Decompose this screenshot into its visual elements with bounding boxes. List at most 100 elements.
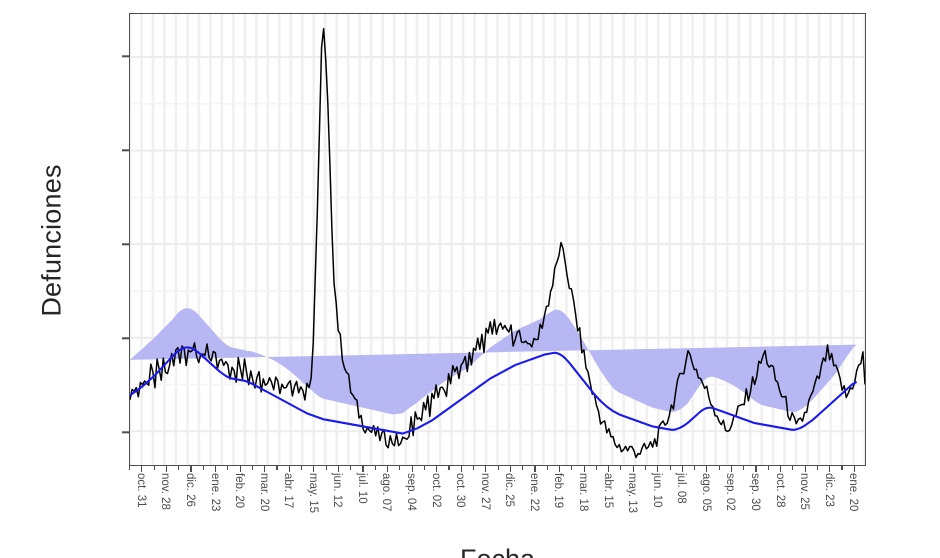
x-tick-mark xyxy=(534,466,536,472)
x-tick-mark-minor xyxy=(251,466,253,470)
x-tick-mark-minor xyxy=(129,466,131,470)
x-tick-label: abr. 15 xyxy=(601,473,614,509)
x-tick-label: may. 15 xyxy=(306,473,319,514)
x-tick-mark-minor xyxy=(350,466,352,470)
x-tick-mark xyxy=(288,466,290,472)
x-tick-mark-minor xyxy=(497,466,499,470)
x-tick-mark-minor xyxy=(841,466,843,470)
y-axis-title: Defunciones xyxy=(36,164,67,317)
x-tick-mark xyxy=(460,466,462,472)
y-tick-mark xyxy=(122,55,129,57)
y-tick-mark xyxy=(122,431,129,433)
x-tick-mark-minor xyxy=(644,466,647,470)
x-axis-title: Fecha xyxy=(129,546,866,558)
x-tick-label: jun. 10 xyxy=(650,473,663,508)
x-tick-mark xyxy=(804,466,806,472)
x-tick-label: nov. 25 xyxy=(798,473,811,510)
x-tick-mark-minor xyxy=(178,466,180,470)
x-tick-mark xyxy=(657,466,659,472)
x-tick-mark xyxy=(558,466,561,472)
x-tick-mark xyxy=(780,466,782,472)
plot-panel xyxy=(129,13,866,466)
x-tick-mark-minor xyxy=(399,466,401,470)
x-tick-label: abr. 17 xyxy=(282,473,295,509)
x-tick-mark xyxy=(509,466,511,472)
x-tick-label: jul. 08 xyxy=(675,473,688,504)
x-tick-mark-minor xyxy=(522,466,524,470)
x-tick-label: sep. 04 xyxy=(405,473,417,511)
x-tick-mark-minor xyxy=(546,466,548,470)
x-tick-mark-minor xyxy=(694,466,696,470)
x-tick-label: oct. 02 xyxy=(429,473,442,508)
x-tick-mark-minor xyxy=(374,466,376,470)
x-tick-label: may. 13 xyxy=(626,473,639,514)
x-tick-mark-minor xyxy=(325,466,327,470)
x-tick-mark xyxy=(215,466,217,472)
x-tick-mark-minor xyxy=(620,466,622,470)
x-tick-mark-minor xyxy=(227,466,229,470)
x-tick-label: dic. 26 xyxy=(183,473,196,507)
x-tick-label: mar. 20 xyxy=(257,473,270,512)
x-tick-mark xyxy=(239,466,241,472)
x-tick-mark xyxy=(730,466,733,472)
x-tick-mark-minor xyxy=(792,466,794,470)
x-tick-label: feb. 20 xyxy=(233,473,246,509)
x-tick-mark xyxy=(386,466,389,472)
x-tick-mark-minor xyxy=(816,466,819,470)
x-tick-label: nov. 27 xyxy=(478,473,491,510)
x-tick-label: oct. 28 xyxy=(773,473,786,508)
x-tick-mark xyxy=(853,466,855,472)
x-tick-mark-minor xyxy=(472,466,475,470)
x-tick-label: ene. 22 xyxy=(527,473,540,512)
x-tick-mark-minor xyxy=(202,466,204,470)
x-tick-mark xyxy=(583,466,585,472)
x-tick-label: nov. 28 xyxy=(159,473,172,510)
x-tick-mark xyxy=(411,466,413,472)
y-tick-mark xyxy=(122,243,129,245)
x-tick-mark xyxy=(264,466,266,472)
x-tick-mark xyxy=(190,466,192,472)
x-tick-label: ago. 05 xyxy=(699,473,712,512)
x-tick-mark-minor xyxy=(669,466,671,470)
x-tick-mark xyxy=(313,466,315,472)
x-tick-mark-minor xyxy=(301,466,303,470)
x-tick-mark xyxy=(755,466,757,472)
x-tick-mark-minor xyxy=(718,466,720,470)
x-tick-label: oct. 31 xyxy=(134,473,147,508)
x-tick-label: ago. 07 xyxy=(380,473,393,512)
x-tick-mark-minor xyxy=(571,466,573,470)
x-tick-mark xyxy=(337,466,339,472)
x-tick-label: dic. 23 xyxy=(822,473,835,507)
x-tick-label: mar. 18 xyxy=(577,473,589,512)
x-tick-mark xyxy=(141,466,143,472)
y-tick-mark xyxy=(122,149,129,151)
x-tick-label: sep. 30 xyxy=(748,473,761,511)
x-tick-mark-minor xyxy=(767,466,769,470)
x-tick-mark xyxy=(436,466,438,472)
x-tick-label: oct. 30 xyxy=(454,473,467,508)
x-tick-mark xyxy=(829,466,831,472)
x-tick-mark xyxy=(608,466,610,472)
x-tick-mark-minor xyxy=(276,466,278,470)
x-tick-mark-minor xyxy=(743,466,745,470)
y-tick-mark xyxy=(122,337,129,339)
x-tick-label: dic. 25 xyxy=(503,473,516,507)
x-tick-mark xyxy=(681,466,683,472)
x-tick-label: sep. 02 xyxy=(724,473,737,511)
data-layer xyxy=(130,27,865,459)
x-tick-label: jul. 10 xyxy=(355,473,368,504)
x-tick-label: feb. 19 xyxy=(552,473,565,509)
x-tick-mark xyxy=(362,466,364,472)
x-tick-label: jun. 12 xyxy=(331,473,344,508)
x-tick-mark xyxy=(632,466,634,472)
x-tick-label: ene. 23 xyxy=(208,473,221,512)
x-tick-label: ene. 20 xyxy=(847,473,860,512)
x-tick-mark xyxy=(485,466,487,472)
x-tick-mark-minor xyxy=(595,466,597,470)
x-tick-mark xyxy=(706,466,708,472)
x-tick-mark-minor xyxy=(423,466,425,470)
x-tick-mark xyxy=(165,466,167,472)
x-tick-mark-minor xyxy=(153,466,155,470)
x-tick-mark-minor xyxy=(448,466,450,470)
